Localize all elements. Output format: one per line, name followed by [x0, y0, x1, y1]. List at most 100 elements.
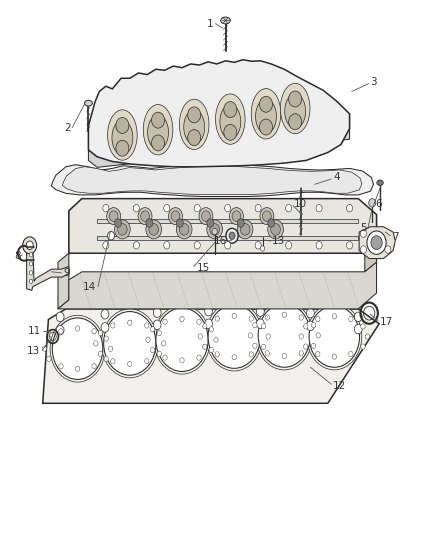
Text: 8: 8: [14, 251, 21, 261]
Circle shape: [207, 219, 214, 227]
Circle shape: [153, 308, 161, 317]
Text: 4: 4: [333, 172, 339, 182]
Ellipse shape: [184, 110, 205, 144]
Circle shape: [215, 352, 219, 357]
Text: 5: 5: [360, 223, 367, 233]
Circle shape: [209, 348, 214, 353]
Circle shape: [266, 334, 270, 339]
Ellipse shape: [251, 88, 281, 139]
Ellipse shape: [108, 110, 137, 160]
Circle shape: [154, 305, 210, 374]
Text: 3: 3: [371, 77, 377, 87]
Circle shape: [311, 343, 316, 349]
Text: 9: 9: [63, 268, 70, 278]
Circle shape: [198, 334, 202, 339]
Circle shape: [92, 364, 96, 369]
Circle shape: [56, 312, 64, 321]
Text: 17: 17: [380, 317, 393, 327]
Circle shape: [153, 320, 161, 329]
Circle shape: [224, 124, 237, 140]
Circle shape: [201, 211, 210, 221]
Circle shape: [177, 220, 192, 239]
Circle shape: [258, 304, 311, 367]
Circle shape: [171, 211, 180, 221]
Circle shape: [145, 323, 149, 328]
Circle shape: [214, 337, 218, 342]
Circle shape: [349, 317, 353, 322]
Ellipse shape: [180, 99, 209, 150]
Circle shape: [157, 330, 161, 336]
Polygon shape: [51, 164, 374, 197]
Polygon shape: [63, 166, 362, 195]
Text: 10: 10: [294, 199, 307, 209]
Ellipse shape: [280, 83, 310, 134]
Circle shape: [162, 341, 166, 346]
Ellipse shape: [215, 94, 245, 144]
Circle shape: [316, 241, 322, 249]
Text: 2: 2: [64, 123, 71, 133]
Circle shape: [150, 348, 155, 353]
Circle shape: [232, 354, 237, 360]
Circle shape: [111, 359, 115, 364]
Polygon shape: [341, 114, 350, 144]
Circle shape: [152, 112, 165, 128]
Text: 11: 11: [28, 326, 42, 336]
Circle shape: [164, 205, 170, 212]
Circle shape: [152, 135, 165, 151]
Circle shape: [98, 330, 102, 336]
Circle shape: [29, 262, 33, 266]
Circle shape: [205, 306, 212, 316]
Polygon shape: [27, 243, 69, 290]
Circle shape: [354, 312, 362, 321]
Circle shape: [42, 346, 47, 351]
Circle shape: [115, 219, 121, 227]
Circle shape: [365, 334, 370, 339]
Polygon shape: [88, 60, 350, 167]
Circle shape: [206, 302, 262, 371]
Polygon shape: [88, 126, 113, 161]
Circle shape: [299, 315, 304, 320]
Circle shape: [268, 219, 275, 227]
Circle shape: [260, 208, 274, 224]
Text: 12: 12: [333, 381, 346, 391]
Circle shape: [361, 324, 365, 329]
Circle shape: [149, 223, 159, 235]
Circle shape: [260, 246, 265, 251]
Circle shape: [104, 336, 108, 341]
Circle shape: [101, 310, 109, 319]
Circle shape: [104, 356, 108, 361]
Circle shape: [150, 327, 155, 332]
Circle shape: [138, 208, 152, 224]
Circle shape: [29, 279, 33, 284]
Circle shape: [169, 208, 183, 224]
Circle shape: [316, 317, 320, 322]
Circle shape: [316, 351, 320, 357]
Circle shape: [111, 323, 115, 328]
Ellipse shape: [112, 120, 133, 155]
Circle shape: [282, 353, 286, 359]
Circle shape: [253, 322, 257, 328]
Polygon shape: [359, 227, 395, 259]
Text: 7: 7: [392, 232, 399, 243]
Circle shape: [307, 303, 362, 370]
Circle shape: [346, 241, 353, 249]
Circle shape: [141, 211, 149, 221]
Circle shape: [316, 333, 321, 338]
Polygon shape: [69, 199, 377, 253]
Circle shape: [56, 325, 64, 335]
Polygon shape: [365, 215, 377, 272]
Circle shape: [146, 220, 162, 239]
Circle shape: [289, 91, 302, 107]
Circle shape: [212, 228, 217, 235]
Circle shape: [109, 346, 113, 351]
Circle shape: [354, 324, 362, 334]
Polygon shape: [97, 219, 358, 223]
Circle shape: [127, 320, 132, 325]
Circle shape: [316, 205, 322, 212]
Circle shape: [309, 306, 360, 367]
Circle shape: [103, 241, 109, 249]
Circle shape: [133, 205, 139, 212]
Circle shape: [209, 327, 214, 332]
Circle shape: [117, 223, 127, 235]
Circle shape: [203, 344, 207, 350]
